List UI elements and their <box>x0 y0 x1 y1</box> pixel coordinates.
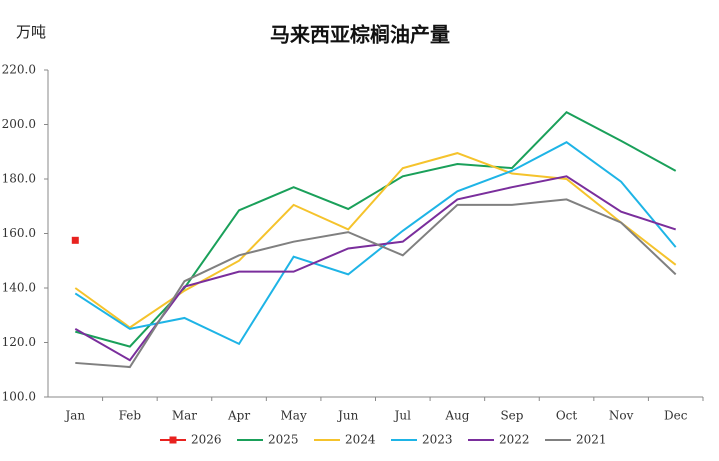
y-tick-label: 140.0 <box>2 281 36 295</box>
y-unit: 万吨 <box>16 23 46 41</box>
chart-title: 马来西亚棕榈油产量 <box>270 23 450 47</box>
series-line <box>75 198 677 369</box>
legend-label: 2025 <box>268 433 299 447</box>
y-tick-label: 120.0 <box>2 335 36 349</box>
y-tick-label: 200.0 <box>2 117 36 131</box>
x-tick-label: Mar <box>172 409 197 423</box>
x-tick-label: Feb <box>119 409 142 423</box>
legend-label: 2022 <box>499 433 530 447</box>
x-tick-label: Oct <box>556 409 578 423</box>
x-tick-label: Jun <box>336 409 359 423</box>
legend-label: 2023 <box>422 433 453 447</box>
x-tick-label: Aug <box>444 409 469 423</box>
legend-label: 2026 <box>191 433 222 447</box>
legend-label: 2021 <box>576 433 607 447</box>
y-tick-label: 180.0 <box>2 172 36 186</box>
legend-marker <box>169 436 177 444</box>
legend-label: 2024 <box>345 433 376 447</box>
x-tick-label: Jul <box>393 409 412 423</box>
point-marker <box>71 236 79 244</box>
series-line <box>74 175 677 362</box>
x-tick-label: May <box>281 409 307 423</box>
y-tick-label: 220.0 <box>2 63 36 77</box>
series-line <box>74 141 677 346</box>
x-tick-label: Dec <box>664 409 688 423</box>
series-line <box>74 152 677 329</box>
x-tick-label: Apr <box>227 409 250 423</box>
x-tick-label: Sep <box>500 409 523 423</box>
x-tick-label: Nov <box>609 409 634 423</box>
x-tick-label: Jan <box>63 409 85 423</box>
y-tick-label: 160.0 <box>2 226 36 240</box>
y-tick-label: 100.0 <box>2 390 36 404</box>
